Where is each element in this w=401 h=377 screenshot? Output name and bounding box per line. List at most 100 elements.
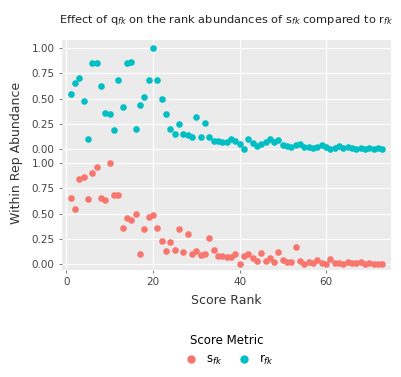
Point	[353, 147, 360, 153]
Point	[107, 111, 113, 117]
Point	[137, 102, 143, 108]
Point	[279, 143, 286, 149]
Point	[81, 174, 87, 180]
Point	[379, 147, 385, 153]
Point	[249, 255, 256, 261]
Point	[258, 141, 264, 147]
Text: Within Rep Abundance: Within Rep Abundance	[10, 82, 22, 224]
Point	[279, 257, 286, 264]
Point	[241, 147, 247, 153]
Point	[128, 59, 135, 65]
Legend: s$_{fk}$, r$_{fk}$: s$_{fk}$, r$_{fk}$	[179, 334, 274, 367]
Point	[202, 251, 208, 257]
Point	[371, 262, 377, 268]
Point	[137, 251, 143, 257]
Point	[241, 253, 247, 259]
Point	[111, 192, 117, 198]
Point	[371, 147, 377, 153]
Point	[353, 261, 360, 267]
Point	[215, 253, 221, 259]
Point	[301, 144, 308, 150]
Point	[332, 261, 338, 267]
Point	[223, 139, 230, 146]
Point	[306, 144, 312, 150]
Point	[193, 114, 199, 120]
Point	[232, 251, 239, 257]
Point	[141, 226, 148, 232]
Point	[206, 235, 213, 241]
Point	[206, 134, 213, 140]
Point	[262, 139, 269, 146]
Point	[158, 96, 165, 102]
Point	[219, 139, 225, 146]
Point	[93, 164, 100, 170]
Point	[254, 143, 260, 149]
Point	[163, 248, 169, 254]
X-axis label: Score Rank: Score Rank	[191, 294, 262, 307]
Point	[167, 126, 174, 132]
Point	[314, 257, 321, 264]
Point	[366, 146, 373, 152]
Point	[98, 195, 104, 201]
Point	[189, 134, 195, 140]
Point	[189, 251, 195, 257]
Point	[167, 239, 174, 245]
Point	[68, 195, 74, 201]
Point	[249, 140, 256, 146]
Point	[223, 254, 230, 261]
Point	[306, 259, 312, 265]
Point	[236, 262, 243, 268]
Point	[184, 231, 191, 237]
Point	[318, 143, 325, 149]
Point	[141, 93, 148, 100]
Point	[271, 139, 277, 146]
Point	[236, 141, 243, 147]
Point	[362, 262, 368, 268]
Point	[172, 131, 178, 137]
Point	[357, 259, 364, 265]
Point	[172, 247, 178, 253]
Point	[76, 176, 83, 182]
Point	[349, 261, 355, 267]
Point	[72, 80, 78, 86]
Point	[193, 248, 199, 254]
Point	[344, 144, 351, 150]
Point	[176, 121, 182, 127]
Point	[184, 132, 191, 138]
Point	[357, 146, 364, 152]
Point	[297, 141, 303, 147]
Point	[219, 253, 225, 259]
Point	[340, 146, 346, 152]
Point	[111, 127, 117, 133]
Point	[119, 104, 126, 110]
Point	[176, 226, 182, 232]
Point	[323, 144, 329, 150]
Text: Effect of q$_{fk}$ on the rank abundances of s$_{fk}$ compared to r$_{fk}$: Effect of q$_{fk}$ on the rank abundance…	[59, 13, 394, 27]
Point	[245, 136, 251, 143]
Point	[72, 205, 78, 211]
Point	[107, 160, 113, 166]
Point	[98, 83, 104, 89]
Point	[124, 60, 130, 66]
Point	[293, 244, 299, 250]
Point	[314, 144, 321, 150]
Point	[332, 146, 338, 152]
Point	[68, 90, 74, 97]
Point	[267, 136, 273, 143]
Point	[228, 136, 234, 143]
Point	[267, 255, 273, 261]
Point	[146, 77, 152, 83]
Point	[163, 111, 169, 117]
Point	[362, 147, 368, 153]
Point	[262, 258, 269, 264]
Point	[379, 262, 385, 268]
Point	[323, 262, 329, 268]
Point	[271, 259, 277, 265]
Point	[301, 262, 308, 268]
Point	[115, 192, 122, 198]
Point	[310, 261, 316, 267]
Point	[288, 144, 295, 150]
Point	[102, 197, 109, 203]
Point	[154, 77, 160, 83]
Point	[128, 217, 135, 223]
